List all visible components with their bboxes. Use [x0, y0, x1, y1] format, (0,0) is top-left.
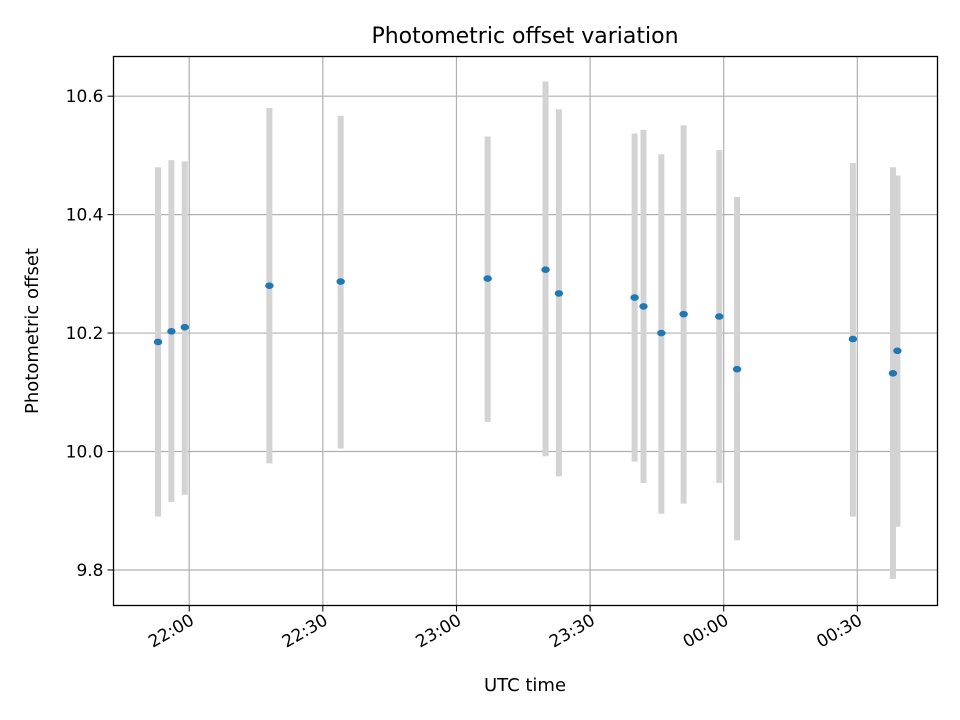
y-tick-label: 9.8: [76, 561, 103, 581]
x-tick-label: 22:30: [279, 611, 331, 653]
data-point: [483, 275, 492, 282]
data-point: [265, 282, 274, 289]
data-point: [554, 290, 564, 297]
x-axis: 22:00 22:30 23:00 23:30 00:00 00:30: [145, 605, 866, 653]
data-point: [732, 365, 742, 373]
data-point: [715, 313, 724, 320]
y-axis-label: Photometric offset: [22, 248, 43, 414]
x-axis-label: UTC time: [484, 675, 566, 696]
x-tick-label: 23:30: [546, 611, 598, 653]
x-tick-label: 00:00: [680, 611, 732, 653]
y-axis: 9.8 10.0 10.2 10.4 10.6: [66, 87, 114, 581]
y-tick-label: 10.6: [66, 87, 104, 107]
data-point: [336, 278, 345, 285]
x-tick-label: 22:00: [145, 611, 197, 653]
data-point: [679, 310, 688, 318]
y-tick-label: 10.2: [66, 324, 104, 344]
y-tick-label: 10.0: [66, 443, 104, 463]
data-point: [180, 323, 189, 331]
data-point: [893, 347, 902, 355]
data-point: [630, 294, 639, 301]
plot-frame: [112, 55, 939, 607]
y-tick-label: 10.4: [66, 206, 104, 226]
data-point: [848, 335, 858, 343]
data-point: [541, 266, 550, 274]
data-point: [888, 370, 898, 377]
data-point: [167, 327, 176, 335]
errorbar-layer: [155, 81, 901, 579]
data-point: [153, 338, 163, 346]
data-point: [639, 303, 648, 310]
x-tick-label: 23:00: [413, 611, 465, 653]
point-layer: [153, 266, 902, 377]
grid-layer: [113, 56, 938, 606]
data-point: [657, 329, 666, 337]
chart-title: Photometric offset variation: [371, 24, 678, 49]
x-tick-label: 00:30: [813, 611, 865, 653]
